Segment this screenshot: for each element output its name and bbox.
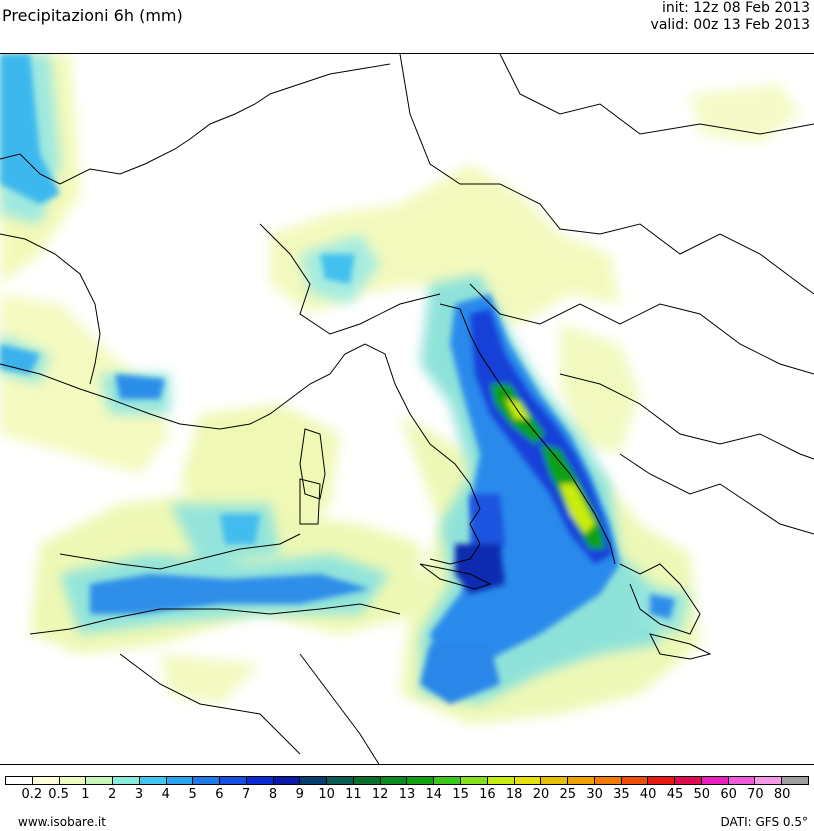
colorbar-tick: 12 xyxy=(371,787,389,802)
colorbar-tick: 2 xyxy=(108,787,117,802)
colorbar-swatch xyxy=(380,777,408,784)
valid-time: valid: 00z 13 Feb 2013 xyxy=(650,17,810,33)
colorbar-swatch xyxy=(648,777,676,784)
data-source-credit: DATI: GFS 0.5° xyxy=(720,815,808,829)
colorbar-swatch xyxy=(220,777,247,784)
colorbar-tick: 6 xyxy=(215,787,224,802)
colorbar-tick: 0.2 xyxy=(21,787,43,802)
colorbar-swatch xyxy=(193,777,221,784)
precipitation-colorbar xyxy=(5,776,809,785)
precipitation-map xyxy=(0,53,814,765)
colorbar-swatch xyxy=(300,777,328,784)
colorbar-swatch xyxy=(675,777,702,784)
colorbar-tick: 4 xyxy=(161,787,170,802)
colorbar-swatch xyxy=(487,777,515,784)
colorbar-swatch xyxy=(6,777,33,784)
colorbar-swatch xyxy=(728,777,756,784)
colorbar-tick: 35 xyxy=(613,787,630,802)
colorbar-swatch xyxy=(782,777,808,784)
colorbar-swatch xyxy=(514,777,542,784)
map-canvas xyxy=(0,54,814,764)
colorbar-tick: 60 xyxy=(720,787,737,802)
colorbar-tick: 40 xyxy=(639,787,657,802)
colorbar-swatch xyxy=(166,777,194,784)
colorbar-tick: 18 xyxy=(505,787,523,802)
colorbar-tick: 45 xyxy=(666,787,684,802)
colorbar-swatch xyxy=(327,777,354,784)
colorbar-swatch xyxy=(86,777,114,784)
precip-intense-core xyxy=(455,309,612,594)
colorbar-tick: 80 xyxy=(773,787,791,802)
colorbar-swatch xyxy=(755,777,783,784)
colorbar-swatch xyxy=(568,777,595,784)
colorbar-tick: 7 xyxy=(242,787,251,802)
colorbar-tick: 8 xyxy=(268,787,278,802)
colorbar-tick: 25 xyxy=(559,787,577,802)
colorbar-tick: 16 xyxy=(479,787,496,802)
colorbar-tick: 50 xyxy=(693,787,711,802)
website-credit: www.isobare.it xyxy=(18,815,106,829)
colorbar-tick: 9 xyxy=(295,787,304,802)
map-title: Precipitazioni 6h (mm) xyxy=(2,6,183,25)
colorbar-tick: 14 xyxy=(425,787,443,802)
colorbar-tick: 11 xyxy=(345,787,362,802)
colorbar-swatch xyxy=(273,777,301,784)
colorbar-swatch xyxy=(353,777,381,784)
colorbar-swatch xyxy=(139,777,167,784)
coastlines-and-borders xyxy=(0,54,814,764)
colorbar-swatch xyxy=(461,777,488,784)
colorbar-swatch xyxy=(407,777,435,784)
colorbar-swatch xyxy=(434,777,462,784)
colorbar-tick: 20 xyxy=(532,787,550,802)
colorbar-swatch xyxy=(541,777,569,784)
colorbar-swatch xyxy=(59,777,87,784)
colorbar-swatch xyxy=(621,777,649,784)
colorbar-tick-labels: 0.2 0.5 1 2 3 4 5 6 7 8 9 10 11 12 13 14 15 16 18 20 25 30 35 4… xyxy=(5,787,809,802)
colorbar-swatch xyxy=(594,777,622,784)
colorbar-tick: 10 xyxy=(318,787,335,802)
init-time: init: 12z 08 Feb 2013 xyxy=(661,0,810,16)
colorbar-tick: 5 xyxy=(188,787,197,802)
colorbar-swatch xyxy=(32,777,60,784)
colorbar-tick: 70 xyxy=(747,787,764,802)
run-info: init: 12z 08 Feb 2013 valid: 00z 13 Feb … xyxy=(651,0,810,34)
colorbar-swatch xyxy=(246,777,274,784)
colorbar-swatch xyxy=(701,777,729,784)
colorbar-swatch xyxy=(113,777,140,784)
colorbar-tick: 3 xyxy=(134,787,144,802)
colorbar-tick: 0.5 xyxy=(48,787,69,802)
colorbar-tick: 13 xyxy=(398,787,416,802)
colorbar-tick: 15 xyxy=(452,787,469,802)
colorbar-tick: 30 xyxy=(586,787,603,802)
colorbar-tick: 1 xyxy=(81,787,90,802)
